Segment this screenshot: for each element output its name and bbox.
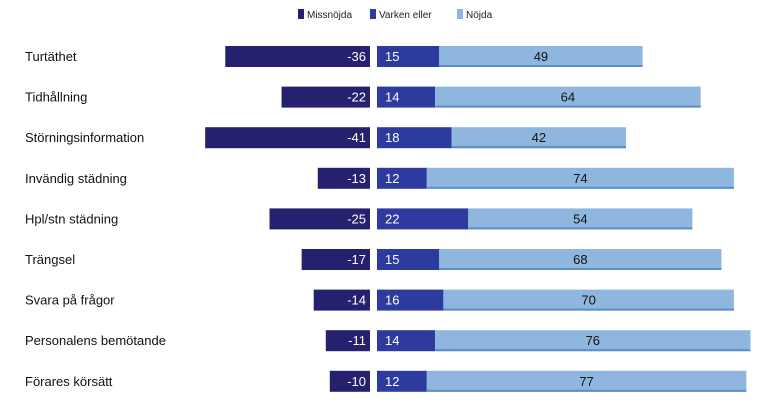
- value-label-missnojda: -11: [348, 333, 366, 348]
- value-label-varken-eller: 12: [385, 374, 399, 389]
- bar-missnojda: [329, 370, 370, 392]
- bar-varken-eller: [377, 127, 452, 149]
- value-label-nojda: 54: [573, 211, 587, 226]
- bar-nojda-shade: [426, 186, 734, 189]
- legend-label-nojda: Nöjda: [466, 10, 493, 21]
- value-label-nojda: 74: [573, 171, 587, 186]
- bar-missnojda: [317, 167, 370, 189]
- row-svara-pa-fragor: Svara på frågor -14 16 70: [25, 289, 734, 311]
- category-label: Invändig städning: [25, 171, 127, 186]
- value-label-nojda: 68: [573, 252, 587, 267]
- bar-nojda-shade: [426, 389, 747, 392]
- value-label-nojda: 49: [534, 49, 548, 64]
- bar-varken-eller: [377, 370, 427, 392]
- value-label-varken-eller: 12: [385, 171, 399, 186]
- value-label-missnojda: -25: [347, 211, 366, 226]
- value-label-nojda: 77: [579, 374, 593, 389]
- value-label-varken-eller: 14: [385, 333, 399, 348]
- bar-missnojda: [225, 46, 370, 67]
- bar-varken-eller: [377, 167, 427, 189]
- row-forares-korsatt: Förares körsätt -10 12 77: [25, 370, 747, 392]
- category-label: Trängsel: [25, 252, 75, 267]
- value-label-missnojda: -17: [347, 252, 366, 267]
- row-tidhallning: Tidhållning -22 14 64: [25, 86, 701, 108]
- value-label-missnojda: -13: [347, 171, 366, 186]
- value-label-missnojda: -14: [347, 293, 366, 308]
- row-hpl-stn-stadning: Hpl/stn städning -25 22 54: [25, 208, 693, 230]
- bar-nojda: [426, 370, 747, 392]
- bar-missnojda: [313, 289, 370, 311]
- category-label: Förares körsätt: [25, 374, 113, 389]
- bar-nojda-shade: [468, 227, 693, 230]
- row-storningsinformation: Störningsinformation -41 18 42: [25, 127, 626, 149]
- bar-nojda: [443, 289, 734, 311]
- bar-varken-eller: [377, 289, 444, 311]
- legend-swatch-missnojda: [298, 9, 304, 19]
- value-label-nojda: 42: [532, 130, 546, 145]
- value-label-varken-eller: 16: [385, 293, 399, 308]
- bar-nojda: [468, 208, 693, 230]
- value-label-nojda: 64: [561, 90, 575, 105]
- legend: Missnöjda Varken eller Nöjda: [298, 9, 493, 21]
- bar-varken-eller: [377, 330, 436, 352]
- bar-nojda: [451, 127, 626, 149]
- value-label-varken-eller: 15: [385, 49, 399, 64]
- legend-label-varken-eller: Varken eller: [379, 10, 432, 21]
- value-label-nojda: 70: [581, 293, 595, 308]
- bar-missnojda: [269, 208, 370, 230]
- row-trangsel: Trängsel -17 15 68: [25, 249, 722, 270]
- value-label-missnojda: -22: [347, 90, 366, 105]
- value-label-missnojda: -10: [347, 374, 366, 389]
- bar-varken-eller: [377, 86, 436, 108]
- value-label-varken-eller: 15: [385, 252, 399, 267]
- bar-nojda: [426, 167, 734, 189]
- bar-nojda-shade: [435, 349, 751, 352]
- bar-nojda-shade: [443, 308, 734, 311]
- bar-missnojda: [281, 86, 370, 108]
- bar-varken-eller: [377, 208, 469, 230]
- category-label: Tidhållning: [25, 90, 87, 105]
- category-label: Hpl/stn städning: [25, 211, 118, 226]
- category-label: Störningsinformation: [25, 130, 144, 145]
- row-turtathet: Turtäthet -36 15 49: [25, 46, 643, 67]
- row-personalens-bemotande: Personalens bemötande -11 14 76: [25, 330, 751, 352]
- bar-nojda-shade: [439, 65, 643, 67]
- legend-label-missnojda: Missnöjda: [307, 10, 352, 21]
- bar-nojda-shade: [439, 268, 722, 270]
- bar-varken-eller: [377, 46, 440, 67]
- value-label-nojda: 76: [586, 333, 600, 348]
- row-invandig-stadning: Invändig städning -13 12 74: [25, 167, 734, 189]
- bar-varken-eller: [377, 249, 440, 270]
- bar-nojda-shade: [451, 146, 626, 149]
- bar-nojda: [435, 330, 751, 352]
- value-label-varken-eller: 18: [385, 130, 399, 145]
- bar-nojda: [439, 249, 722, 270]
- legend-swatch-varken-eller: [370, 9, 376, 19]
- chart-rows: Turtäthet -36 15 49 Tidhållning -22 14 64 Störni…: [25, 46, 751, 392]
- bar-nojda: [435, 86, 701, 108]
- bar-missnojda: [205, 127, 370, 149]
- value-label-missnojda: -41: [347, 130, 366, 145]
- value-label-varken-eller: 22: [385, 211, 399, 226]
- value-label-varken-eller: 14: [385, 90, 399, 105]
- bar-missnojda: [325, 330, 370, 352]
- bar-nojda: [439, 46, 643, 67]
- category-label: Personalens bemötande: [25, 333, 166, 348]
- category-label: Svara på frågor: [25, 293, 115, 308]
- category-label: Turtäthet: [25, 49, 77, 64]
- bar-missnojda: [301, 249, 370, 270]
- value-label-missnojda: -36: [347, 49, 366, 64]
- legend-swatch-nojda: [457, 9, 463, 19]
- bar-nojda-shade: [435, 105, 701, 108]
